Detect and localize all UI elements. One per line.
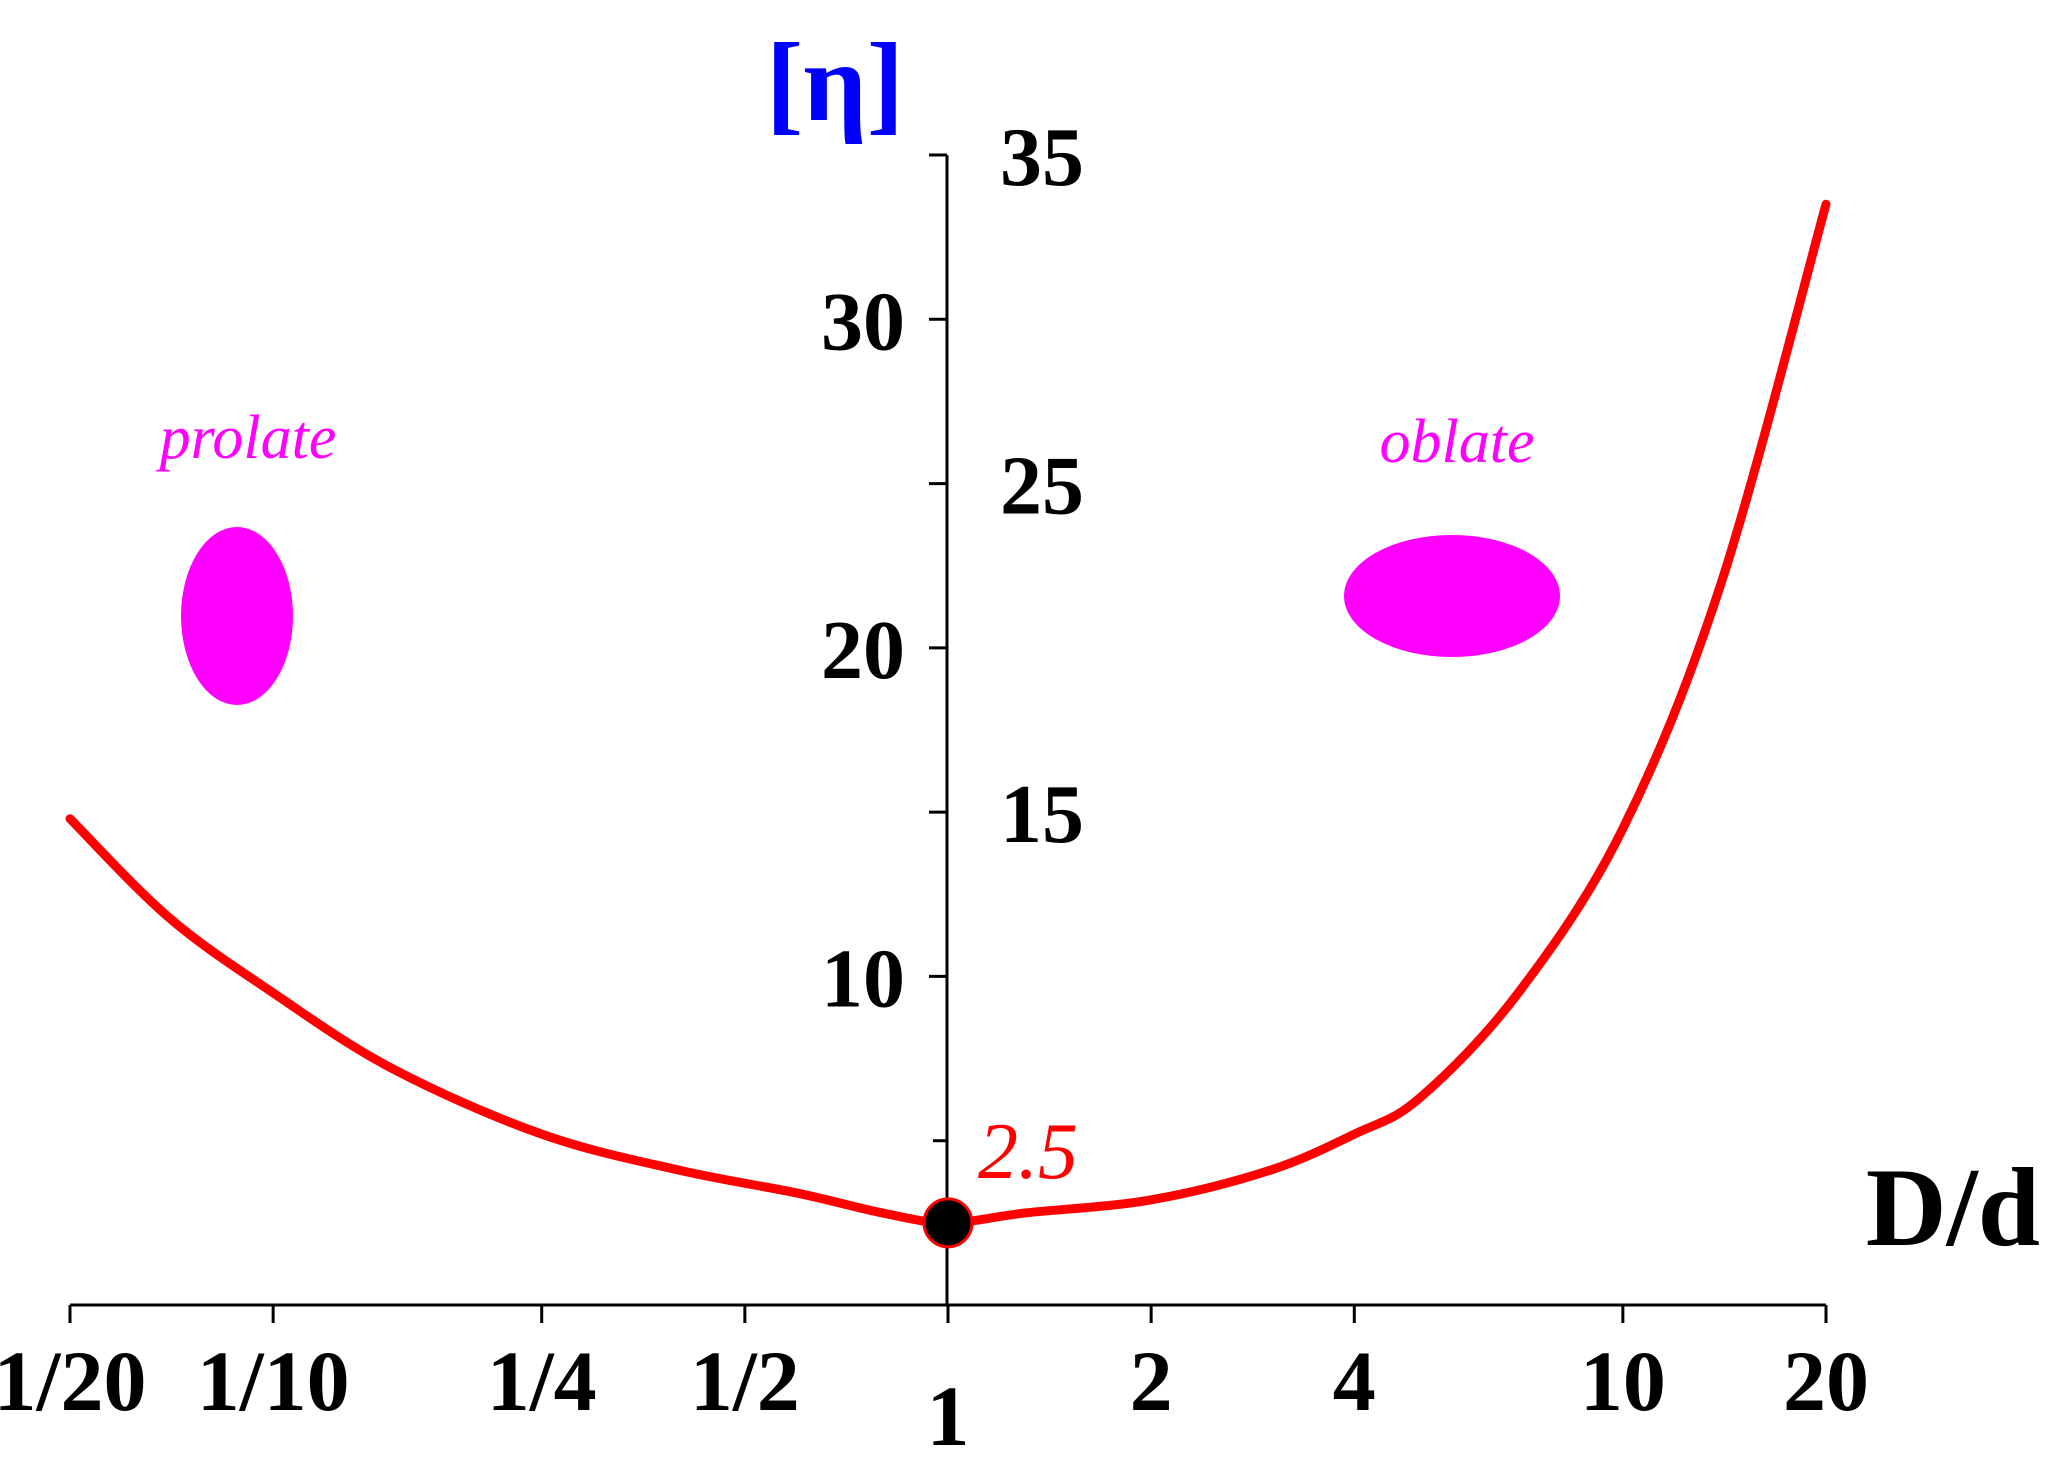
y-tick-label: 25 <box>1000 440 1084 533</box>
x-tick-label: 1/2 <box>690 1333 800 1429</box>
x-tick-label: 1/20 <box>0 1333 146 1429</box>
y-tick-label: 20 <box>821 604 905 697</box>
highlight-point-label: 2.5 <box>978 1108 1078 1196</box>
oblate-ellipse-icon <box>1344 535 1560 657</box>
x-tick-label: 4 <box>1333 1333 1376 1429</box>
y-tick-label: 15 <box>1000 768 1084 861</box>
x-tick-label: 2 <box>1130 1333 1173 1429</box>
y-tick-label: 30 <box>821 275 905 368</box>
y-tick-label: 35 <box>1000 111 1084 204</box>
x-axis-title: D/d <box>1866 1146 2040 1270</box>
x-ticks: 1/20 1/10 1/4 1/2 1 2 4 10 20 <box>0 1305 1869 1458</box>
prolate-label: prolate <box>156 404 337 472</box>
highlight-point <box>922 1197 974 1249</box>
x-tick-label: 20 <box>1783 1333 1869 1429</box>
x-tick-label: 1 <box>927 1368 970 1458</box>
x-tick-label: 10 <box>1580 1333 1666 1429</box>
x-tick-label: 1/10 <box>197 1333 350 1429</box>
x-tick-label: 1/4 <box>487 1333 597 1429</box>
y-axis-title: [η] <box>766 21 904 145</box>
prolate-ellipse-icon <box>181 527 293 705</box>
series-line <box>65 199 1831 1228</box>
y-tick-label: 10 <box>821 932 905 1025</box>
y-ticks: 10 15 20 25 30 35 <box>821 111 1084 1143</box>
oblate-label: oblate <box>1380 408 1535 476</box>
